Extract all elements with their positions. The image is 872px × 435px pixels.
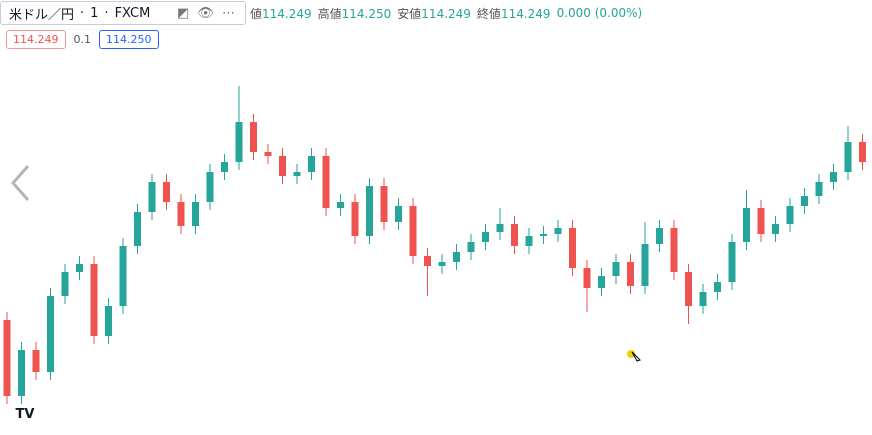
candle-body [61,272,69,296]
candle-body [90,264,98,336]
ohlc-value: 114.249 [262,6,312,21]
candle-body [815,182,823,196]
candle-body [424,256,431,266]
candle-body [337,202,344,208]
cursor [627,350,641,362]
spread: 0.1 [73,33,92,46]
source: FXCM [114,5,151,21]
candle-body [322,156,330,208]
candle-body [496,224,504,232]
candle-body [3,320,11,396]
ohlc-value: 114.249 [500,6,551,21]
ohlc-label: 高値 [317,6,342,21]
candle-body [569,228,576,268]
ohlc-item: 高値114.250 [318,5,392,22]
candle-body [554,228,562,234]
candle-body [18,350,25,396]
candle-body [119,246,127,306]
candle-body [714,282,721,292]
candle-body [830,172,837,182]
ohlc-label: 値 [250,6,263,21]
candle-body [453,252,460,262]
ohlc-item: 安値114.249 [397,5,471,22]
back-arrow[interactable] [10,165,30,201]
candle-body [148,182,156,212]
candle-body [177,202,185,226]
interval: 1 [90,5,99,21]
ohlc: 値114.249 高値114.250 安値114.249 終値114.249 [250,5,551,22]
candle-body [47,296,54,372]
candle-body [511,224,518,246]
candle-body [192,202,199,226]
candle-body [467,242,475,252]
candle-body [105,306,112,336]
candle-body [76,264,83,272]
candle-body [351,202,359,236]
candle-body [308,156,315,172]
ohlc-label: 安値 [397,6,422,21]
candle-body [699,292,707,306]
symbol-box[interactable]: 米ドル／円 · 1 · FXCM ◩ 👁 ⋯ [0,1,246,25]
candle-body [656,228,663,244]
candle-body [366,186,373,236]
candle-body [728,242,736,282]
candle-body [540,234,547,236]
candle-body [772,224,779,234]
candle-body [32,350,40,372]
candle-body [235,122,243,162]
candle-body [163,182,170,202]
header: 米ドル／円 · 1 · FXCM ◩ 👁 ⋯ 値114.249 高値114.250 安値… [0,0,642,26]
icons[interactable]: ◩ 👁 ⋯ [176,5,237,21]
candle-body [525,236,533,246]
trade-row: 114.249 0.1 114.250 [6,30,159,49]
sell-button[interactable]: 114.249 [6,30,66,49]
candle-body [395,206,402,222]
candle-body [627,262,634,286]
candle-body [786,206,794,224]
candle-body [859,142,866,162]
candle-body [134,212,141,246]
candle-body [409,206,417,256]
symbol: 米ドル／円 [9,7,75,23]
candle-body [583,268,591,288]
candle-body [685,272,692,306]
candle-body [279,156,286,176]
ohlc-item: 終値114.249 [477,5,551,22]
candle-body [438,262,446,266]
candle-body [293,172,301,176]
candle-body [250,122,257,152]
candle-body [757,208,765,234]
tv-logo: TV [10,401,40,425]
candle-body [641,244,649,286]
candle-body [844,142,852,172]
svg-text:TV: TV [16,407,35,422]
ohlc-label: 終値 [476,6,501,21]
candle-body [598,276,605,288]
buy-button[interactable]: 114.250 [99,30,159,49]
ohlc-value: 114.249 [421,6,471,21]
ohlc-item: 値114.249 [250,5,312,22]
change: 0.000 (0.00%) [556,6,643,20]
candle-body [206,172,214,202]
candle-body [670,228,678,272]
candle-body [221,162,228,172]
candle-body [380,186,388,222]
ohlc-value: 114.250 [341,6,392,21]
candle-body [482,232,489,242]
candle-body [612,262,620,276]
candle-body [743,208,750,242]
candle-body [801,196,808,206]
candle-body [264,152,272,156]
